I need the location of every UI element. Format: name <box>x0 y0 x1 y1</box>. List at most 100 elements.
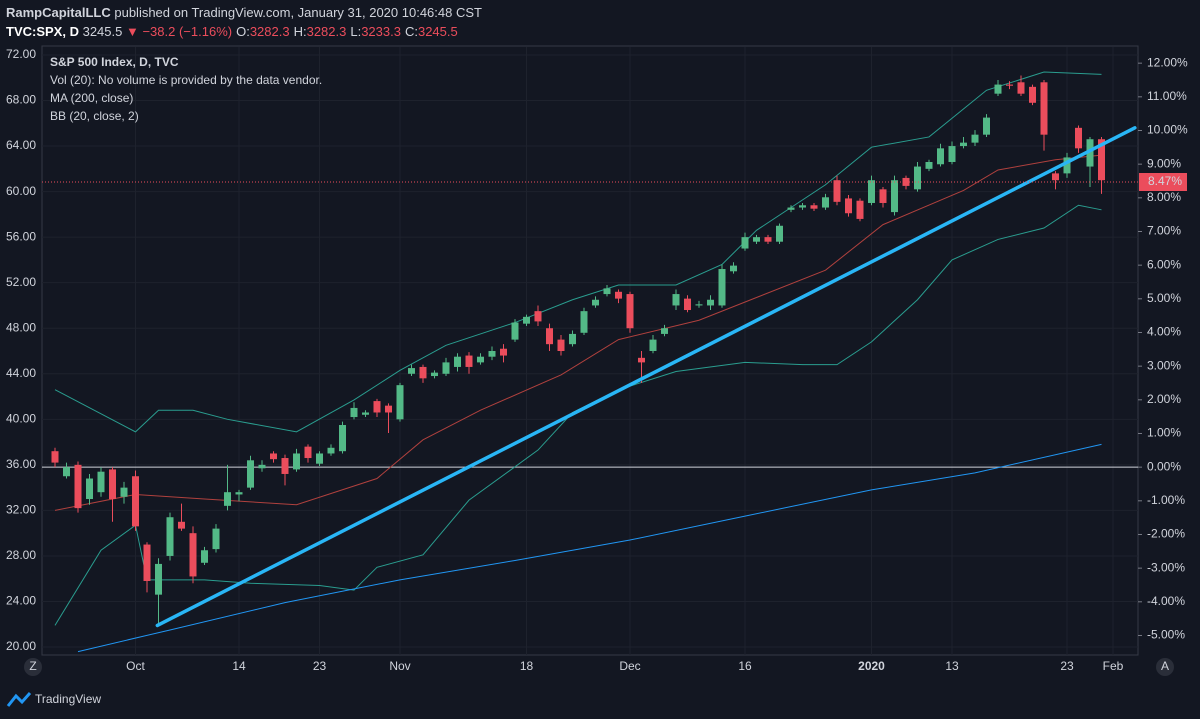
bb-basis <box>54 154 1102 511</box>
candle-body <box>994 84 1002 94</box>
price-label: 8.47% <box>1148 174 1182 188</box>
candle-body <box>1029 86 1036 103</box>
y-tick-label: 48.00 <box>6 320 36 334</box>
candle-body <box>408 368 415 374</box>
l-value: 3233.3 <box>361 24 401 39</box>
y2-tick-label: 11.00% <box>1147 89 1187 103</box>
x-tick-label: Oct <box>126 659 145 673</box>
candle-body <box>707 299 714 306</box>
candle-body <box>350 407 358 418</box>
trendline <box>155 126 1137 628</box>
o-label: O: <box>236 24 250 39</box>
x-tick-label: 14 <box>232 659 246 673</box>
y-tick-label: 44.00 <box>6 366 36 380</box>
candle-body <box>431 372 438 377</box>
candle-body <box>488 351 496 357</box>
candle-body <box>339 425 346 452</box>
zoom-button-label[interactable]: Z <box>29 659 36 673</box>
y-tick-label: 72.00 <box>6 47 36 61</box>
candle-body <box>638 357 645 363</box>
candle-body <box>281 458 289 474</box>
candle-body <box>235 492 243 495</box>
candle-body <box>741 237 749 249</box>
candle-body <box>293 453 300 470</box>
y-tick-label: 68.00 <box>6 93 36 107</box>
candle-body <box>626 294 634 329</box>
candle-body <box>362 412 369 415</box>
symbol: TVC:SPX, D <box>6 24 79 39</box>
candle-body <box>166 517 174 556</box>
candle-body <box>1086 139 1094 167</box>
y2-tick-label: 1.00% <box>1147 426 1181 440</box>
candle-body <box>270 453 277 460</box>
candle-body <box>603 288 611 295</box>
y2-tick-label: 10.00% <box>1147 123 1188 137</box>
x-tick-label: Feb <box>1103 659 1124 673</box>
candle-body <box>109 469 116 500</box>
candle-body <box>718 269 726 306</box>
candle-body <box>925 161 933 169</box>
plot-frame <box>41 45 1139 656</box>
candle-body <box>396 385 404 420</box>
candle-body <box>1006 84 1013 86</box>
candle-body <box>971 134 979 143</box>
brand: TradingView <box>35 692 101 706</box>
legend-ma: MA (200, close) <box>50 91 133 105</box>
y-tick-label: 64.00 <box>6 138 36 152</box>
candle-body <box>937 148 944 165</box>
y2-tick-label: 4.00% <box>1147 325 1181 339</box>
candle-body <box>316 453 323 464</box>
candle-body <box>51 451 59 463</box>
x-tick-label: 2020 <box>858 659 885 673</box>
candle-body <box>1098 139 1105 181</box>
y2-tick-label: 5.00% <box>1147 291 1181 305</box>
candle-body <box>764 237 772 242</box>
candle-body <box>212 528 220 550</box>
symbol-line: TVC:SPX, D 3245.5 ▼ −38.2 (−1.16%) O:3282… <box>6 24 458 39</box>
x-tick-label: Nov <box>389 659 410 673</box>
y-tick-label: 20.00 <box>6 639 36 653</box>
candle-body <box>879 189 887 203</box>
candle-body <box>132 476 139 527</box>
candle-body <box>661 328 668 334</box>
y-tick-label: 40.00 <box>6 411 36 425</box>
candle-body <box>74 464 82 509</box>
candle-body <box>1063 157 1071 174</box>
candle-body <box>546 328 553 345</box>
y2-tick-label: 8.00% <box>1147 190 1181 204</box>
y2-tick-label: 7.00% <box>1147 224 1181 238</box>
y-tick-label: 36.00 <box>6 457 36 471</box>
candle-body <box>684 298 691 311</box>
auto-button-label[interactable]: A <box>1161 659 1169 673</box>
candle-body <box>523 316 530 324</box>
y-tick-label: 52.00 <box>6 275 36 289</box>
zoom-button[interactable] <box>24 658 42 676</box>
ma-line <box>77 443 1102 653</box>
candle-body <box>569 333 576 345</box>
price-label-box <box>1139 172 1187 191</box>
y2-tick-label: 9.00% <box>1147 156 1181 170</box>
l-label: L: <box>350 24 361 39</box>
bb-upper <box>54 71 1102 433</box>
candle-body <box>86 478 93 500</box>
author: RampCapitalLLC <box>6 5 111 20</box>
brand-logo <box>6 692 32 707</box>
candle-body <box>1075 127 1082 149</box>
candle-body <box>477 356 484 363</box>
candle-body <box>695 304 703 306</box>
footer <box>0 682 1200 719</box>
candle-body <box>143 544 151 581</box>
candle-body <box>557 339 565 351</box>
change: ▼ −38.2 (−1.16%) <box>126 24 232 39</box>
candle-body <box>465 355 473 367</box>
grid <box>42 47 1138 655</box>
candle-body <box>845 198 852 214</box>
candle-body <box>511 322 519 340</box>
y2-tick-label: 2.00% <box>1147 392 1181 406</box>
candle-body <box>97 471 105 493</box>
candle-body <box>304 446 312 459</box>
header-line: RampCapitalLLC published on TradingView.… <box>6 5 482 20</box>
y2-tick-label: -4.00% <box>1147 594 1185 608</box>
auto-button[interactable] <box>1156 658 1174 676</box>
